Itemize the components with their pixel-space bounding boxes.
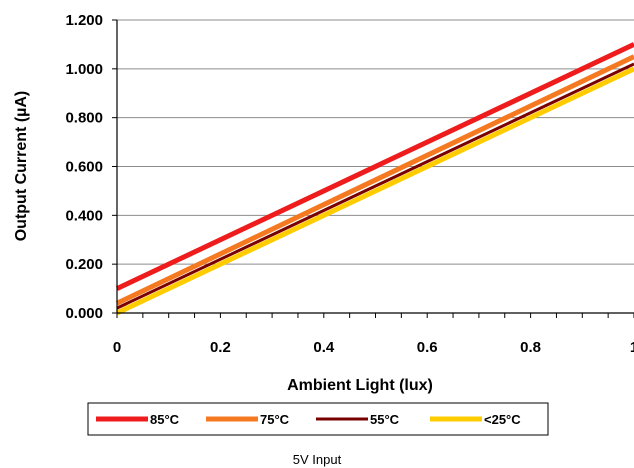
legend: 85°C 75°C 55°C <25°C	[87, 402, 549, 436]
y-tick-label: 0.400	[65, 207, 103, 224]
x-tick-label: 1	[630, 339, 634, 356]
legend-label: 85°C	[150, 412, 180, 427]
y-tick-label: 0.800	[65, 110, 103, 127]
legend-label: 75°C	[260, 412, 290, 427]
series-line-3	[115, 66, 634, 316]
y-tick-label: 1.000	[65, 61, 103, 78]
y-tick-label: 1.200	[65, 12, 103, 29]
x-tick-label: 0	[113, 339, 121, 356]
y-tick-label: 0.000	[65, 305, 103, 322]
x-tick-label: 0.4	[313, 339, 335, 356]
series-layer	[115, 42, 634, 316]
tick-labels: 0.000 0.200 0.400 0.600 0.800 1.000 1.200 0 0.2 0…	[65, 12, 634, 356]
x-tick-label: 0.2	[210, 339, 231, 356]
y-axis-title: Output Current (µA)	[13, 91, 30, 242]
y-tick-label: 0.600	[65, 159, 103, 176]
x-axis-title: Ambient Light (lux)	[287, 377, 433, 394]
axes	[112, 19, 634, 318]
series-line-1	[115, 54, 634, 306]
legend-label: 55°C	[370, 412, 400, 427]
series-line-2	[116, 62, 634, 310]
y-tick-label: 0.200	[65, 256, 103, 273]
legend-label: <25°C	[484, 412, 521, 427]
grid-lines	[117, 19, 634, 265]
series-line-0	[115, 42, 634, 291]
x-tick-label: 0.6	[417, 339, 438, 356]
caption: 5V Input	[292, 452, 342, 467]
x-tick-label: 0.8	[520, 339, 541, 356]
